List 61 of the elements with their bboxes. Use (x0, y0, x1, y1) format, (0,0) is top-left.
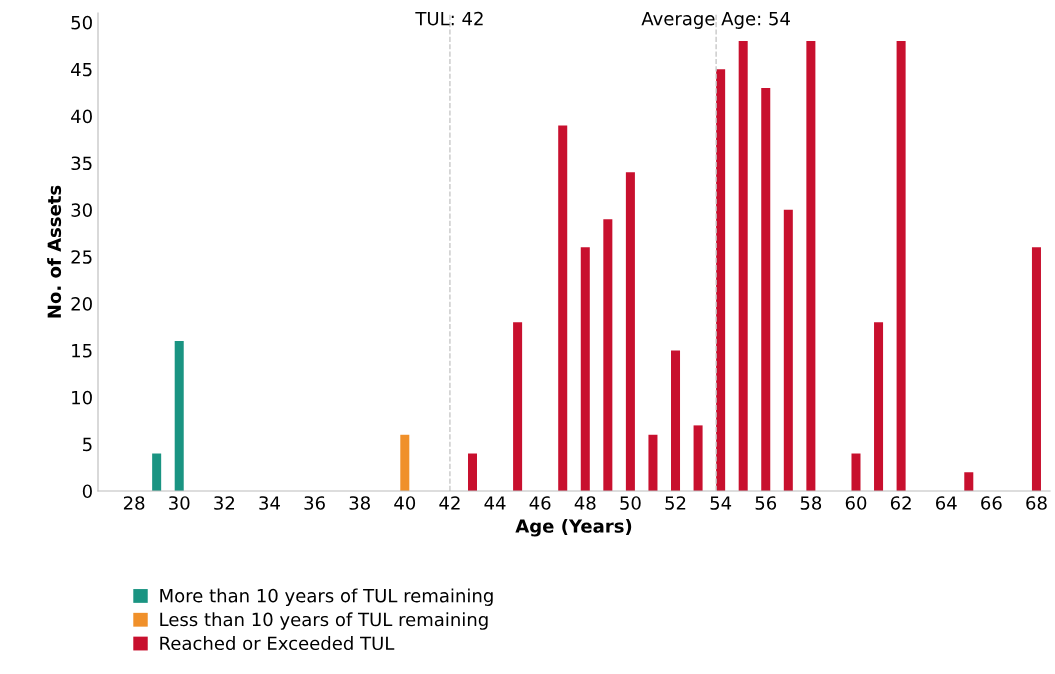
legend-label: More than 10 years of TUL remaining (160, 588, 493, 606)
bar (806, 41, 816, 491)
bar (558, 125, 568, 491)
x-tick-label: 30 (169, 496, 190, 510)
bar (625, 172, 635, 491)
bar (738, 41, 748, 491)
x-tick-label: 32 (214, 496, 235, 510)
ref-line-label: TUL: 42 (415, 11, 483, 26)
y-tick-label: 10 (72, 390, 92, 405)
y-axis-title: No. of Assets (47, 185, 62, 318)
x-tick-label: 54 (710, 496, 732, 510)
y-tick-label: 0 (82, 484, 92, 499)
x-tick-label: 46 (529, 496, 551, 510)
bar (693, 425, 703, 491)
y-tick-label: 5 (83, 437, 92, 452)
x-tick-label: 44 (484, 496, 506, 510)
bar (716, 69, 726, 491)
x-tick-label: 40 (394, 496, 416, 510)
x-tick-label: 66 (981, 496, 1002, 510)
bar (400, 434, 410, 491)
y-tick-label: 30 (71, 203, 92, 217)
bar (174, 341, 184, 491)
x-tick-label: 48 (574, 496, 596, 510)
x-axis-title: Age (Years) (515, 518, 632, 537)
bar (603, 219, 613, 491)
legend-label: Reached or Exceeded TUL (160, 636, 395, 651)
bar (671, 350, 681, 491)
bar (513, 322, 523, 491)
y-tick-label: 35 (71, 156, 92, 171)
y-tick-label: 15 (72, 344, 92, 358)
x-tick-label: 58 (800, 496, 822, 510)
bar (1031, 247, 1041, 491)
x-tick-label: 38 (349, 496, 370, 510)
x-tick-label: 34 (259, 496, 280, 510)
bar (896, 41, 906, 491)
legend-label: Less than 10 years of TUL remaining (160, 612, 488, 630)
x-tick-label: 64 (936, 496, 957, 510)
x-tick-label: 60 (845, 496, 867, 510)
bar (964, 472, 974, 491)
x-tick-label: 68 (1026, 496, 1047, 510)
bar (783, 209, 793, 491)
bar (874, 322, 884, 491)
y-tick-label: 25 (71, 250, 92, 264)
y-tick-label: 40 (71, 109, 92, 124)
bar (761, 87, 771, 491)
bar (467, 453, 477, 491)
y-tick-label: 20 (71, 297, 92, 311)
x-tick-label: 28 (123, 496, 145, 510)
x-tick-label: 52 (665, 496, 686, 510)
x-tick-label: 62 (890, 496, 911, 510)
ref-line-label: Average Age: 54 (641, 11, 790, 29)
bar (648, 434, 658, 491)
y-tick-label: 50 (71, 15, 92, 30)
x-tick-label: 42 (439, 496, 460, 510)
bar (152, 453, 162, 491)
bar (851, 453, 861, 491)
x-tick-label: 36 (304, 496, 325, 510)
x-tick-label: 56 (755, 496, 777, 510)
x-tick-label: 50 (620, 496, 641, 510)
y-tick-label: 45 (71, 62, 92, 77)
bar (580, 247, 590, 491)
